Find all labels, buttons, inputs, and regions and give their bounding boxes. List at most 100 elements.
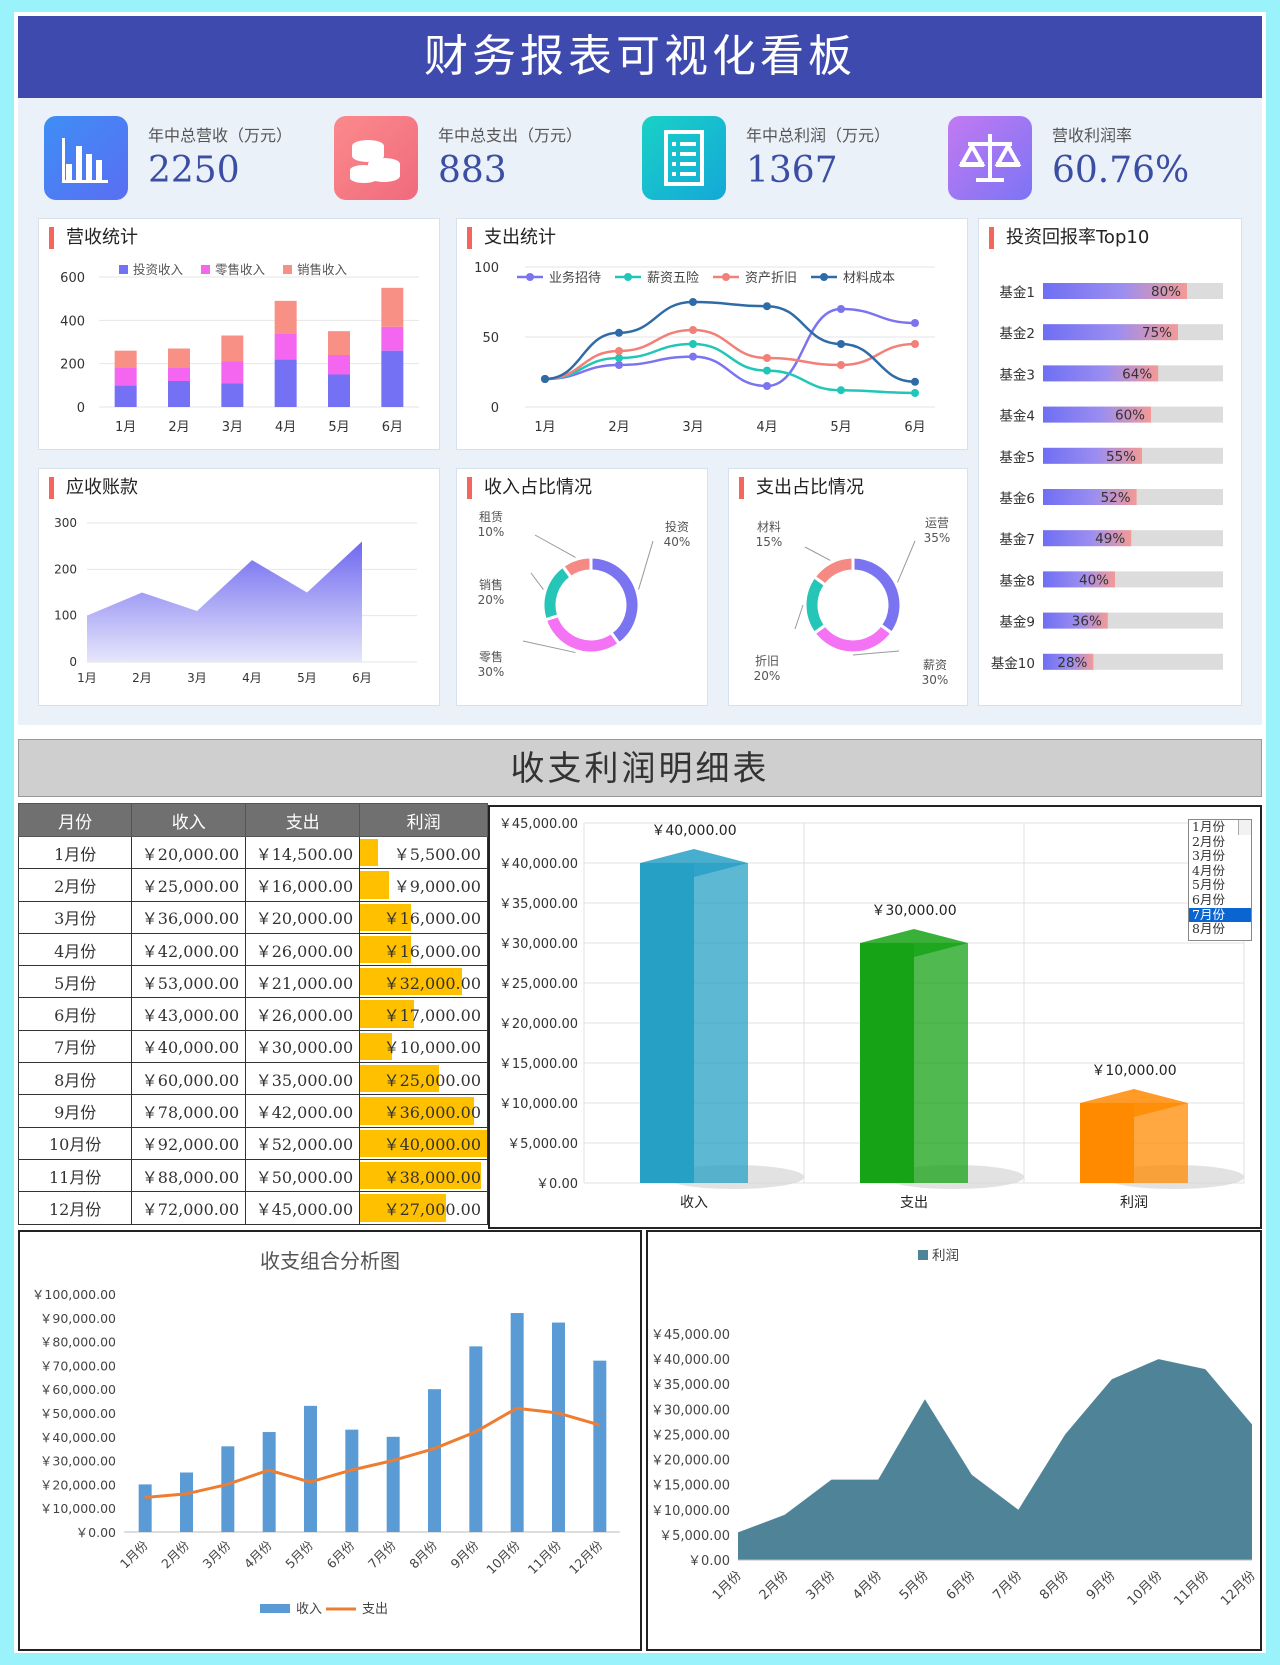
fund-label: 基金7 (999, 531, 1035, 548)
y-tick-label: ￥100,000.00 (32, 1287, 116, 1302)
x-tick-label: 9月份 (448, 1537, 482, 1571)
bar-segment (274, 333, 297, 360)
profit-cell: ￥32,000.00 (359, 965, 488, 999)
month-option[interactable]: 8月份 (1192, 921, 1225, 937)
month-option[interactable]: 3月份 (1192, 848, 1225, 864)
table-row: 4月份 ￥42,000.00 ￥26,000.00 ￥16,000.00 (17, 932, 488, 967)
bar-segment (168, 381, 190, 407)
x-tick-label: 2月份 (158, 1537, 192, 1571)
x-tick-label: 6月 (382, 420, 403, 435)
bar-segment (168, 368, 190, 381)
kpi-label: 营收利润率 (1052, 126, 1133, 145)
receivable-panel: 应收账款 0 100 200 300 1月 2月 3月 4月 5月 6月 (38, 468, 440, 706)
bar (469, 1346, 483, 1532)
profit-value: ￥9,000.00 (393, 876, 481, 896)
roi-label: 36% (1072, 614, 1102, 630)
dashboard-frame: 财务报表可视化看板 年中总营收（万元） 2250 年中总支出（万元） 883 年… (14, 12, 1266, 1653)
bar-segment (168, 348, 190, 368)
leader-line (530, 572, 544, 590)
expense-cell: ￥14,500.00 (245, 835, 361, 870)
profit-value: ￥27,000.00 (383, 1199, 481, 1219)
bar-front (860, 943, 914, 1183)
data-point (689, 326, 697, 334)
expense-cell: ￥52,000.00 (245, 1126, 361, 1160)
leader-line (522, 640, 576, 654)
kpi-value: 2250 (148, 150, 240, 191)
fund-label: 基金5 (999, 449, 1035, 466)
profit-cell: ￥9,000.00 (359, 868, 488, 902)
month-cell: 10月份 (17, 1126, 133, 1160)
legend-label: 销售收入 (297, 262, 348, 277)
y-tick-label: ￥0.00 (688, 1554, 730, 1569)
x-tick-label: 4月份 (850, 1568, 885, 1603)
x-tick-label: 1月 (534, 420, 555, 435)
roi-chart: 基金1 80% 基金2 75% 基金3 64% 基金4 60% 基金5 55% 基金6 52% 基金7 4… (991, 283, 1223, 672)
bar-top (860, 929, 968, 957)
month-option[interactable]: 4月份 (1192, 862, 1225, 878)
bar-side (694, 863, 748, 1183)
leader-line (638, 540, 654, 590)
y-tick-label: ￥70,000.00 (40, 1358, 116, 1373)
x-tick-label: 6月 (904, 420, 925, 435)
col-expense: 支出 (245, 803, 361, 837)
fund-label: 基金3 (999, 366, 1035, 383)
table-row: 10月份 ￥92,000.00 ￥52,000.00 ￥40,000.00 (17, 1126, 488, 1160)
x-tick-label: 5月 (830, 420, 851, 435)
month-option[interactable]: 2月份 (1192, 833, 1225, 849)
y-tick-label: 200 (54, 562, 77, 576)
profit-cell: ￥38,000.00 (359, 1158, 488, 1193)
data-point (689, 352, 697, 361)
month-option[interactable]: 6月份 (1192, 891, 1225, 907)
y-tick-label: ￥45,000.00 (499, 817, 578, 832)
x-tick-label: 6月份 (944, 1568, 979, 1603)
slice-percent: 30% (922, 673, 949, 687)
table-row: 6月份 ￥43,000.00 ￥26,000.00 ￥17,000.00 (17, 997, 488, 1031)
x-tick-label: 11月份 (525, 1537, 565, 1577)
roi-label: 52% (1101, 490, 1131, 506)
chart-title: 收支组合分析图 (260, 1249, 400, 1273)
y-tick-label: ￥50,000.00 (40, 1406, 116, 1421)
month-selector-list[interactable]: 1月份 2月份 3月份 4月份 5月份 6月份 7月份 8月份 (1188, 819, 1252, 941)
data-point (837, 361, 845, 369)
profit-value: ￥16,000.00 (383, 941, 481, 961)
y-tick-label: ￥40,000.00 (40, 1430, 116, 1445)
month-option[interactable]: 1月份 (1192, 819, 1225, 834)
legend-swatch (201, 265, 210, 274)
month-cell: 2月份 (17, 868, 133, 902)
x-tick-label: 2月 (132, 671, 152, 685)
x-tick-label: 2月 (168, 420, 189, 435)
bar-segment (274, 359, 297, 407)
roi-bar (1043, 571, 1115, 588)
kpi-total-revenue: 年中总营收（万元） 2250 (44, 116, 314, 206)
expense-cell: ￥50,000.00 (245, 1158, 361, 1193)
kpi-label: 年中总营收（万元） (148, 126, 293, 145)
y-tick-label: 0 (491, 401, 499, 416)
profit-value: ￥40,000.00 (383, 1135, 481, 1155)
x-tick-label: 6月 (352, 671, 372, 685)
income-cell: ￥53,000.00 (131, 965, 247, 999)
coins-icon (334, 116, 418, 200)
profit-value: ￥36,000.00 (383, 1103, 481, 1123)
y-tick-label: ￥5,000.00 (659, 1529, 730, 1544)
slice-percent: 40% (664, 535, 691, 549)
kpi-value: 883 (438, 150, 507, 191)
monthly-column-chart: ￥0.00 ￥5,000.00 ￥10,000.00 ￥15,000.00 ￥20,00… (499, 817, 1245, 1211)
month-option[interactable]: 7月份 (1189, 907, 1251, 923)
profit-value: ￥38,000.00 (383, 1167, 481, 1187)
profit-cell: ￥16,000.00 (359, 932, 488, 967)
y-tick-label: ￥60,000.00 (40, 1382, 116, 1397)
month-list-scrollbar[interactable] (1238, 820, 1251, 835)
x-tick-label: 4月 (242, 671, 262, 685)
legend-label: 薪资五险 (647, 271, 699, 286)
month-option[interactable]: 5月份 (1192, 877, 1225, 893)
y-tick-label: ￥25,000.00 (499, 977, 578, 992)
data-point (615, 347, 623, 355)
kpi-value: 1367 (746, 150, 838, 191)
x-tick-label: 9月份 (1084, 1568, 1119, 1603)
y-tick-label: ￥20,000.00 (499, 1017, 578, 1032)
roi-bar (1043, 489, 1137, 505)
data-point (615, 328, 623, 337)
data-point (615, 361, 623, 369)
